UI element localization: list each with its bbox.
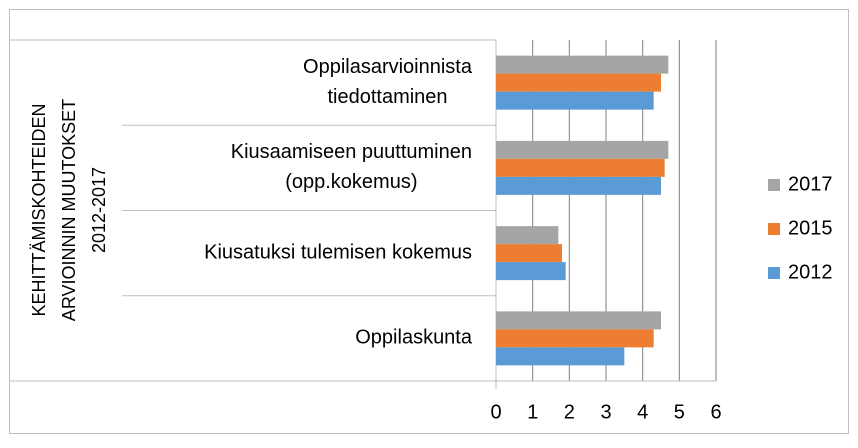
bar	[496, 55, 669, 74]
x-tick-label: 5	[674, 401, 685, 423]
category-label: Oppilasarvioinnista	[303, 56, 473, 78]
legend-swatch	[768, 267, 780, 279]
y-axis-label: ARVIOINNIN MUUTOKSET	[59, 99, 79, 321]
x-tick-label: 2	[564, 401, 575, 423]
x-tick-label: 3	[600, 401, 611, 423]
bar	[496, 91, 654, 110]
bar	[496, 140, 669, 159]
x-tick-label: 0	[490, 401, 501, 423]
bar	[496, 73, 661, 92]
x-tick-label: 4	[637, 401, 648, 423]
y-axis-label: 2012-2017	[89, 167, 109, 253]
legend-label: 2012	[788, 261, 833, 283]
bar	[496, 244, 562, 263]
bar	[496, 226, 559, 245]
legend-swatch	[768, 223, 780, 235]
legend-swatch	[768, 179, 780, 191]
category-label: (opp.kokemus)	[285, 171, 417, 193]
category-label: Kiusaamiseen puuttuminen	[231, 141, 472, 163]
bar	[496, 262, 566, 281]
bar	[496, 158, 665, 177]
bar	[496, 176, 661, 195]
x-tick-label: 1	[527, 401, 538, 423]
category-label: tiedottaminen	[327, 86, 447, 108]
frame	[9, 9, 849, 434]
category-label: Kiusatuksi tulemisen kokemus	[204, 241, 472, 263]
category-label: Oppilaskunta	[355, 327, 473, 349]
y-axis-label: KEHITTÄMISKOHTEIDEN	[29, 103, 49, 316]
bar	[496, 329, 654, 348]
bar	[496, 311, 661, 330]
legend-label: 2015	[788, 217, 833, 239]
legend-label: 2017	[788, 173, 833, 195]
x-tick-label: 6	[710, 401, 721, 423]
bar	[496, 347, 625, 366]
